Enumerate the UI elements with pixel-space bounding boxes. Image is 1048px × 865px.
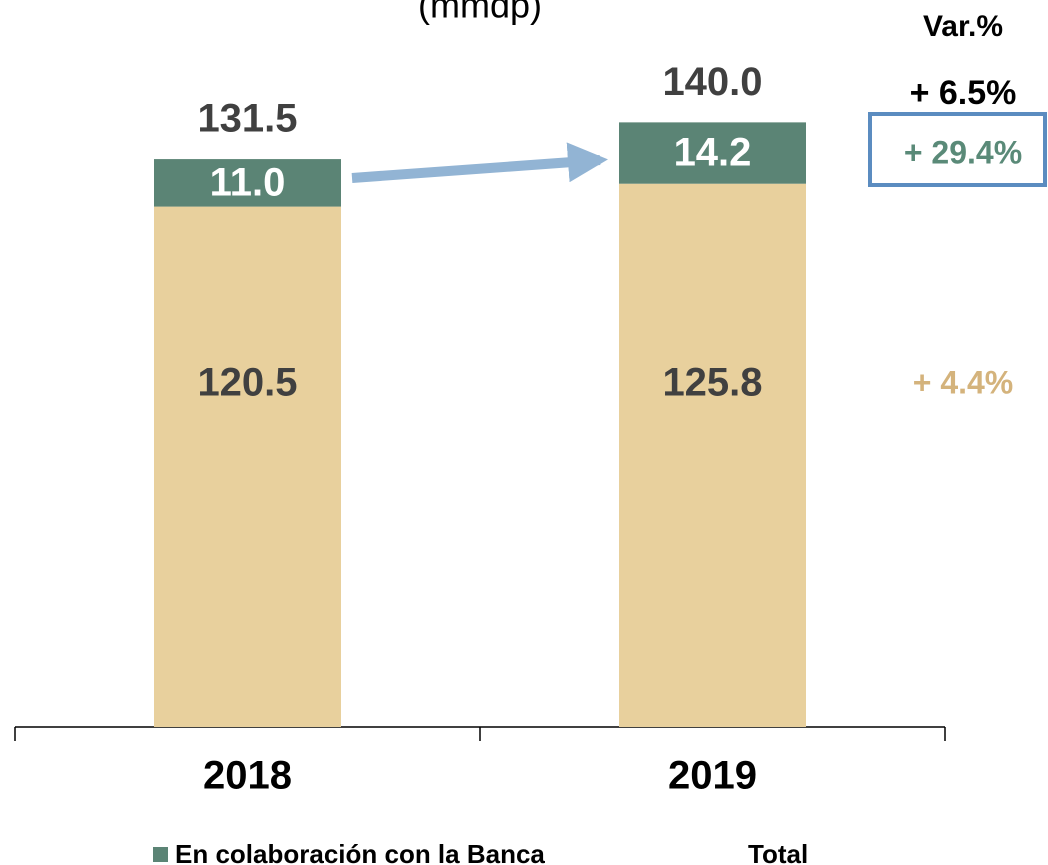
highlight-box bbox=[868, 112, 1047, 187]
legend-label: Total bbox=[748, 839, 808, 865]
bar-segment bbox=[154, 159, 341, 207]
x-tick-label: 2019 bbox=[668, 754, 757, 798]
variation-label: + 29.4% bbox=[904, 134, 1022, 170]
bar-label: 11.0 bbox=[210, 160, 286, 204]
x-tick-label: 2018 bbox=[203, 754, 292, 798]
variation-title: Var.% bbox=[923, 10, 1003, 43]
chart-subtitle: (mmdp) bbox=[418, 0, 542, 26]
variation-label: + 4.4% bbox=[913, 364, 1014, 400]
bar-segment bbox=[619, 183, 806, 728]
arrow bbox=[351, 142, 608, 183]
total-label: 140.0 bbox=[662, 60, 762, 104]
bar-segment bbox=[154, 206, 341, 727]
bar-label: 125.8 bbox=[662, 361, 762, 405]
bar-segment bbox=[619, 122, 806, 184]
legend-label: En colaboración con la Banca bbox=[175, 839, 545, 865]
bar-label: 120.5 bbox=[197, 361, 297, 405]
total-label: 131.5 bbox=[197, 97, 297, 141]
legend-swatch bbox=[153, 847, 168, 862]
bar-label: 14.2 bbox=[674, 131, 752, 175]
variation-label: + 6.5% bbox=[910, 74, 1017, 112]
